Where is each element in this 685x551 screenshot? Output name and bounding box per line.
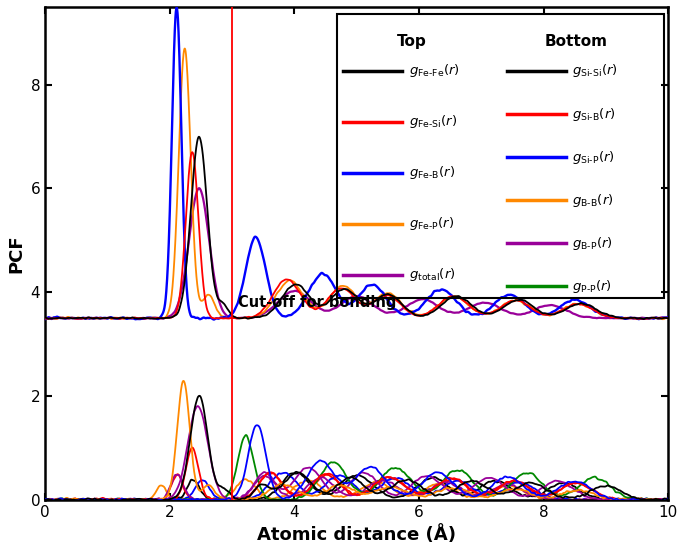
Text: Cut-off for bonding: Cut-off for bonding bbox=[238, 295, 397, 310]
X-axis label: Atomic distance (Å): Atomic distance (Å) bbox=[258, 525, 456, 544]
Y-axis label: PCF: PCF bbox=[7, 234, 25, 273]
